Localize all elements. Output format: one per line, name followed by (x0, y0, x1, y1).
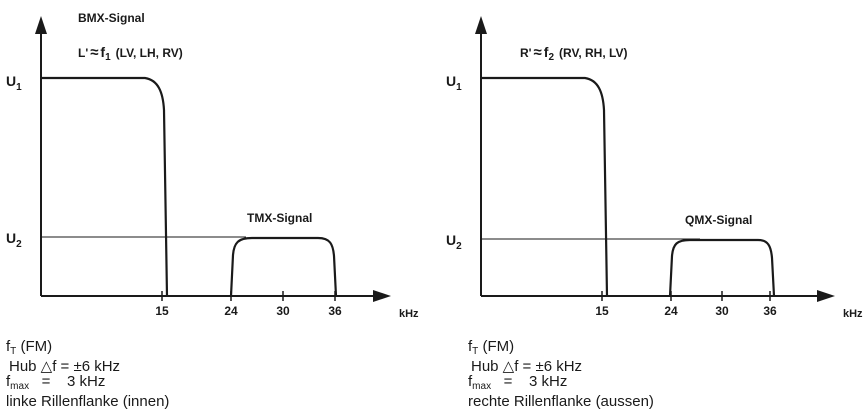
right-qmx-curve (668, 238, 776, 297)
right-secondary-label: QMX-Signal (685, 213, 752, 227)
left-caption-line-1: fT (FM) (6, 338, 53, 357)
right-tick-label-15: 15 (595, 304, 609, 318)
left-tick-label-24: 24 (224, 304, 238, 318)
right-u2-label: U2 (446, 232, 462, 252)
left-x-arrow (373, 290, 391, 302)
right-caption-line-1: fT (FM) (468, 338, 515, 357)
left-tick-label-36: 36 (328, 304, 342, 318)
right-caption-line-2: Hub △f = ±6 kHz (471, 358, 583, 375)
right-panel: R' ≈ f2 (RV, RH, LV) U1 U2 QMX-Signal 15 24… (446, 16, 863, 320)
right-bmx-curve (481, 76, 609, 297)
left-caption-line-4: linke Rillenflanke (innen) (6, 393, 170, 410)
left-tmx-curve (229, 236, 338, 297)
right-unit-label: kHz (843, 308, 863, 320)
right-caption: fT (FM) Hub △f = ±6 kHz fmax = 3 kHz rec… (468, 339, 654, 409)
right-caption-line-4: rechte Rillenflanke (aussen) (468, 393, 654, 410)
right-tick-label-24: 24 (664, 304, 678, 318)
right-x-arrow (817, 290, 835, 302)
left-tick-label-30: 30 (276, 304, 290, 318)
right-tick-label-36: 36 (763, 304, 777, 318)
right-u1-label: U1 (446, 73, 462, 93)
right-tick-label-30: 30 (715, 304, 729, 318)
right-y-arrow (475, 16, 487, 34)
left-signal-label: BMX-Signal (78, 11, 145, 25)
left-caption-line-2: Hub △f = ±6 kHz (9, 358, 121, 375)
left-caption-line-3: fmax = 3 kHz (6, 373, 106, 392)
left-panel: BMX-Signal L' ≈ f1 (LV, LH, RV) U1 U2 TMX-S… (6, 11, 419, 320)
left-bmx-curve (41, 76, 169, 297)
left-secondary-label: TMX-Signal (247, 211, 312, 225)
left-u2-label: U2 (6, 230, 22, 250)
right-caption-line-3: fmax = 3 kHz (468, 373, 568, 392)
left-u1-label: U1 (6, 73, 22, 93)
left-y-arrow (35, 16, 47, 34)
left-formula: L' ≈ f1 (LV, LH, RV) (78, 44, 183, 63)
left-tick-label-15: 15 (155, 304, 169, 318)
left-unit-label: kHz (399, 308, 419, 320)
right-formula: R' ≈ f2 (RV, RH, LV) (520, 44, 627, 63)
left-caption: fT (FM) Hub △f = ±6 kHz fmax = 3 kHz lin… (6, 339, 169, 409)
